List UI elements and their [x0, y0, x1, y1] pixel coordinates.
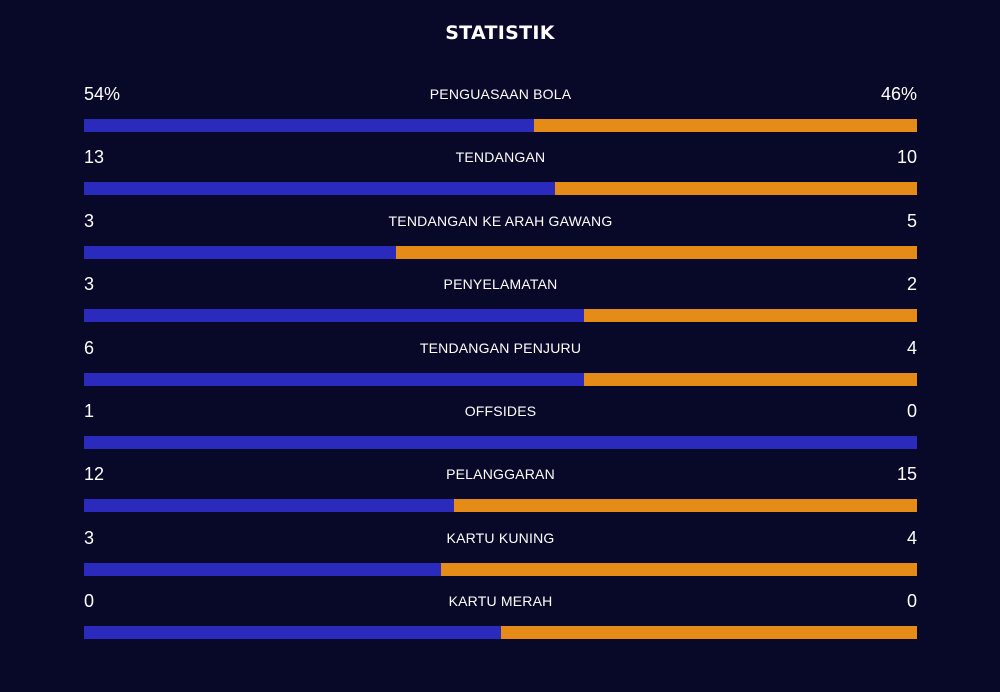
stat-row-red-cards: 0 KARTU MERAH 0 [84, 589, 917, 652]
home-bar-fill [84, 435, 917, 449]
home-value: 3 [84, 274, 95, 295]
away-value: 2 [906, 274, 917, 295]
away-value: 15 [896, 464, 917, 485]
stat-row-fouls: 12 PELANGGARAN 15 [84, 462, 917, 525]
stat-label: TENDANGAN KE ARAH GAWANG [388, 212, 613, 229]
stat-row-saves: 3 PENYELAMATAN 2 [84, 272, 917, 335]
home-value: 0 [84, 591, 95, 612]
home-bar-fill [84, 499, 454, 513]
stat-row-offsides: 1 OFFSIDES 0 [84, 399, 917, 462]
stat-bar [84, 119, 917, 132]
stat-label: TENDANGAN [455, 149, 546, 166]
stat-bar [84, 372, 917, 386]
home-bar-fill [84, 562, 442, 576]
stat-row-shots: 13 TENDANGAN 10 [84, 145, 917, 208]
home-bar-fill [84, 119, 534, 132]
stat-bar [84, 626, 917, 640]
away-value: 4 [906, 337, 917, 358]
away-value: 10 [896, 147, 917, 168]
stat-bar [84, 499, 917, 513]
stat-label: PENGUASAAN BOLA [429, 86, 572, 102]
away-bar-fill [453, 499, 917, 513]
away-value: 5 [906, 210, 917, 231]
away-bar-fill [583, 309, 917, 323]
away-bar-fill [554, 182, 917, 196]
home-bar-fill [84, 372, 584, 386]
stat-row-yellow-cards: 3 KARTU KUNING 4 [84, 526, 917, 589]
away-value: 0 [906, 591, 917, 612]
stat-row-shots-on-target: 3 TENDANGAN KE ARAH GAWANG 5 [84, 209, 917, 272]
stat-label: PELANGGARAN [446, 466, 555, 483]
stat-label: TENDANGAN PENJURU [419, 339, 582, 356]
stat-row-possession: 54% PENGUASAAN BOLA 46% [84, 82, 917, 145]
home-value: 1 [84, 400, 95, 421]
away-bar-fill [441, 562, 917, 576]
stat-label: KARTU MERAH [448, 593, 553, 610]
stats-list: 54% PENGUASAAN BOLA 46% 13 TENDANGAN 1 0 … [84, 82, 917, 653]
home-value: 13 [84, 147, 105, 168]
home-bar-fill [84, 626, 501, 640]
home-bar-fill [84, 182, 555, 196]
away-bar-fill [500, 626, 917, 640]
away-bar-fill [583, 372, 917, 386]
home-bar-fill [84, 245, 397, 259]
stat-label: PENYELAMATAN [443, 276, 558, 293]
away-value: 46% [880, 84, 917, 104]
away-bar-fill [396, 245, 917, 259]
home-bar-fill [84, 309, 584, 323]
away-value: 4 [906, 527, 917, 548]
stat-bar [84, 562, 917, 576]
home-value: 12 [84, 464, 105, 485]
home-value: 6 [84, 337, 95, 358]
stats-title: STATISTIK [445, 22, 555, 44]
away-bar-fill [533, 119, 917, 132]
home-value: 54% [84, 84, 121, 104]
away-value: 0 [906, 400, 917, 421]
stat-bar [84, 309, 917, 323]
stat-bar [84, 245, 917, 259]
stat-label: KARTU KUNING [446, 529, 555, 546]
home-value: 3 [84, 210, 95, 231]
stat-bar [84, 182, 917, 196]
stat-label: OFFSIDES [464, 402, 537, 419]
stat-row-corners: 6 TENDANGAN PENJURU 4 [84, 336, 917, 399]
home-value: 3 [84, 527, 95, 548]
stat-bar [84, 435, 917, 449]
